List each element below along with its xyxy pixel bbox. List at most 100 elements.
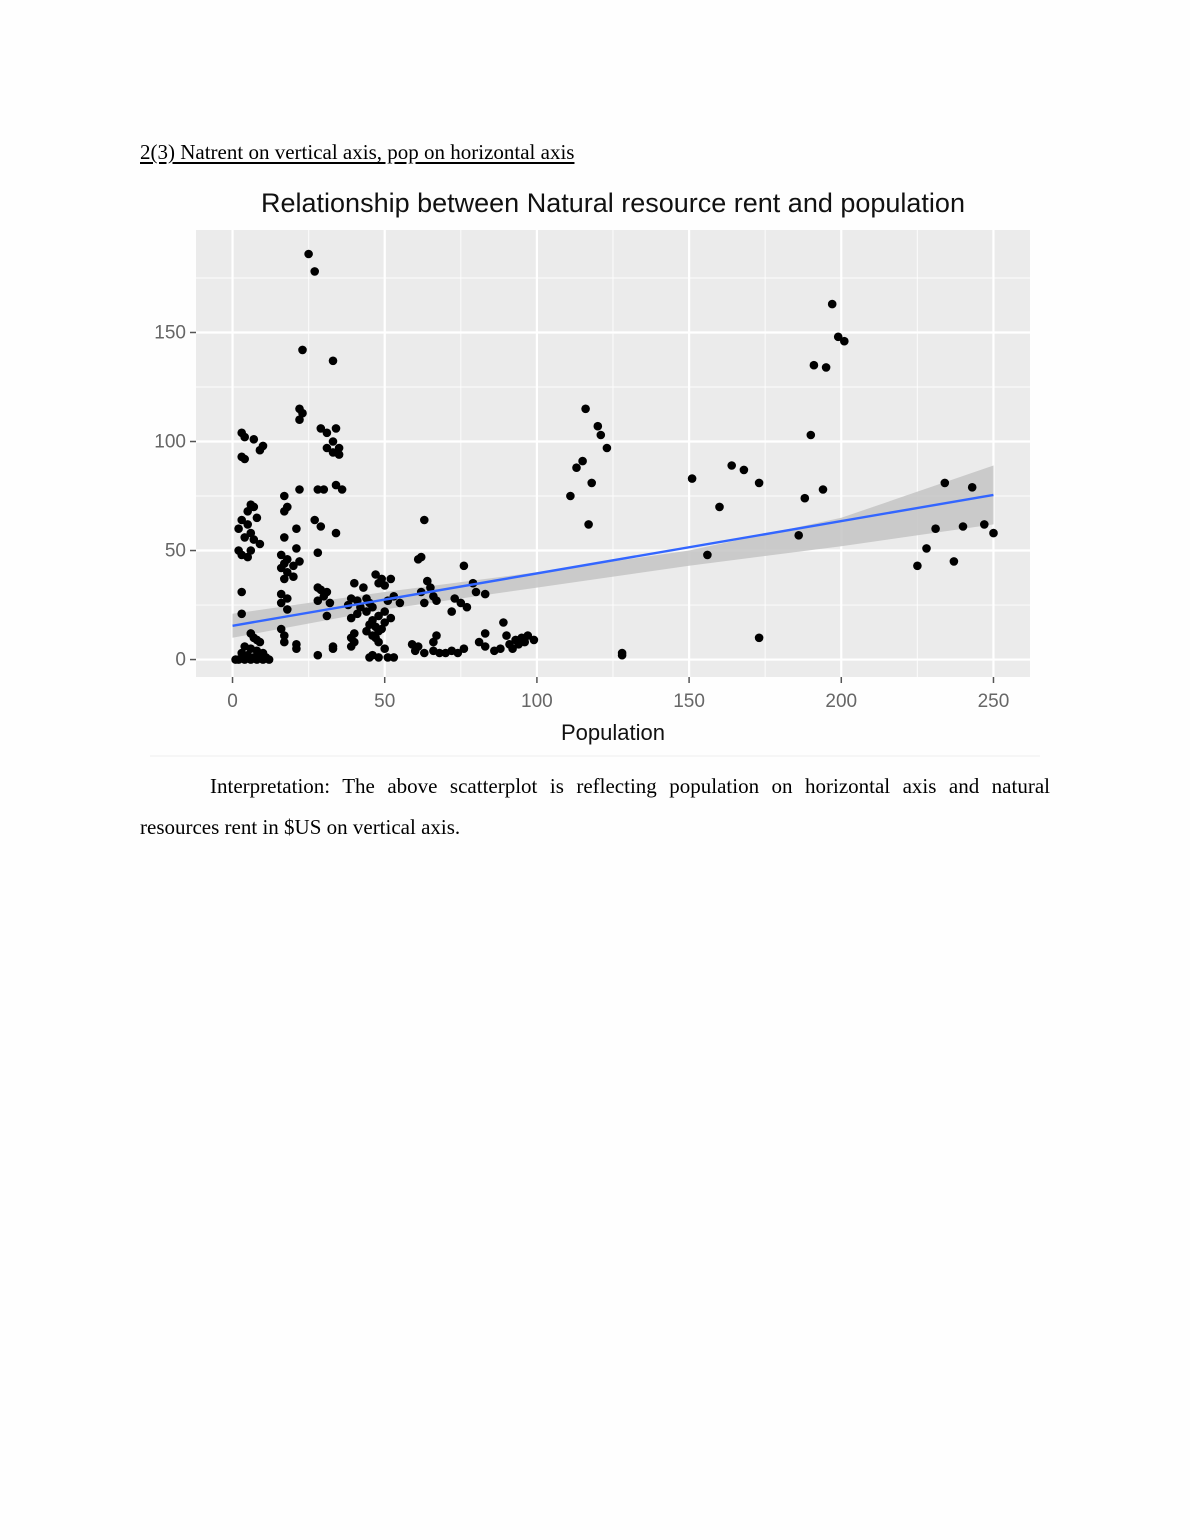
x-axis-title: Population [561,720,665,745]
data-point [255,539,265,549]
data-point [602,443,612,453]
data-point [593,421,603,431]
y-tick-label: 50 [165,541,186,562]
data-point [310,267,319,276]
data-point [687,474,697,483]
data-point [374,637,383,647]
data-point [499,618,508,627]
data-point [292,544,301,553]
data-point [350,578,359,588]
data-point [252,513,262,523]
data-point [283,568,292,577]
data-point [480,642,490,651]
data-point [280,631,289,640]
data-point [426,583,435,592]
data-point [800,493,810,503]
data-point [276,598,286,608]
x-tick-label: 150 [673,691,705,712]
x-tick-label: 50 [374,691,395,712]
data-point [572,463,581,473]
data-point [246,528,256,538]
data-point [389,653,399,662]
data-point [331,528,341,538]
data-point [578,456,587,466]
data-point [413,555,423,564]
data-point [386,613,396,623]
data-point [316,522,326,531]
data-point [289,572,298,581]
data-point [313,485,323,494]
data-point [754,478,764,488]
y-tick-label: 0 [175,650,186,671]
data-point [240,454,249,464]
data-point [255,445,265,455]
data-point [234,655,243,664]
data-point [806,430,816,440]
data-point [423,576,432,586]
data-point [313,548,323,557]
data-point [386,574,396,584]
section-heading: 2(3) Natrent on vertical axis, pop on ho… [140,140,575,164]
data-point [295,485,304,494]
data-point [809,360,819,370]
data-point [313,596,323,605]
data-point [940,478,950,488]
data-point [234,524,243,533]
data-point [319,592,329,601]
data-point [931,524,940,533]
data-point [328,437,338,446]
data-point [420,598,429,608]
data-point [480,589,490,599]
data-point [453,648,463,658]
data-point [420,648,429,658]
data-point [429,637,438,647]
data-point [362,607,371,616]
data-point [337,485,347,494]
data-point [581,404,590,414]
data-point [243,520,252,529]
data-point [280,507,289,516]
data-point [462,602,472,612]
data-point [283,594,292,603]
data-point [818,485,828,494]
data-point [456,598,466,608]
data-point [295,415,304,424]
data-point [283,605,292,614]
data-point [243,507,252,516]
data-point [240,655,249,664]
data-point [243,552,252,562]
y-tick-label: 150 [154,322,186,343]
data-point [359,583,368,592]
data-point [280,491,289,501]
data-point [371,570,380,579]
data-point [520,637,529,647]
data-point [377,624,386,634]
scatterplot-chart: Relationship between Natural resource re… [150,188,1040,757]
data-point [380,607,389,616]
data-point [240,533,249,542]
data-point [471,587,481,597]
data-point [420,515,429,525]
data-point [316,424,326,433]
data-point [280,574,289,584]
data-point [334,450,344,459]
data-point [794,531,803,540]
data-point [276,589,286,599]
data-point [450,594,460,603]
data-point [827,299,837,309]
data-point [368,602,377,612]
data-point [280,533,289,542]
data-point [258,655,268,664]
data-point [292,644,301,653]
data-point [331,480,341,490]
trend-line [232,493,994,627]
data-point [833,332,843,342]
data-point [754,633,764,643]
data-point [346,613,356,623]
data-point [380,581,389,590]
data-point [949,557,959,566]
data-point [980,520,989,529]
data-point [319,485,329,494]
interpretation-paragraph: Interpretation: The above scatterplot is… [140,774,1050,839]
data-point [346,642,356,651]
